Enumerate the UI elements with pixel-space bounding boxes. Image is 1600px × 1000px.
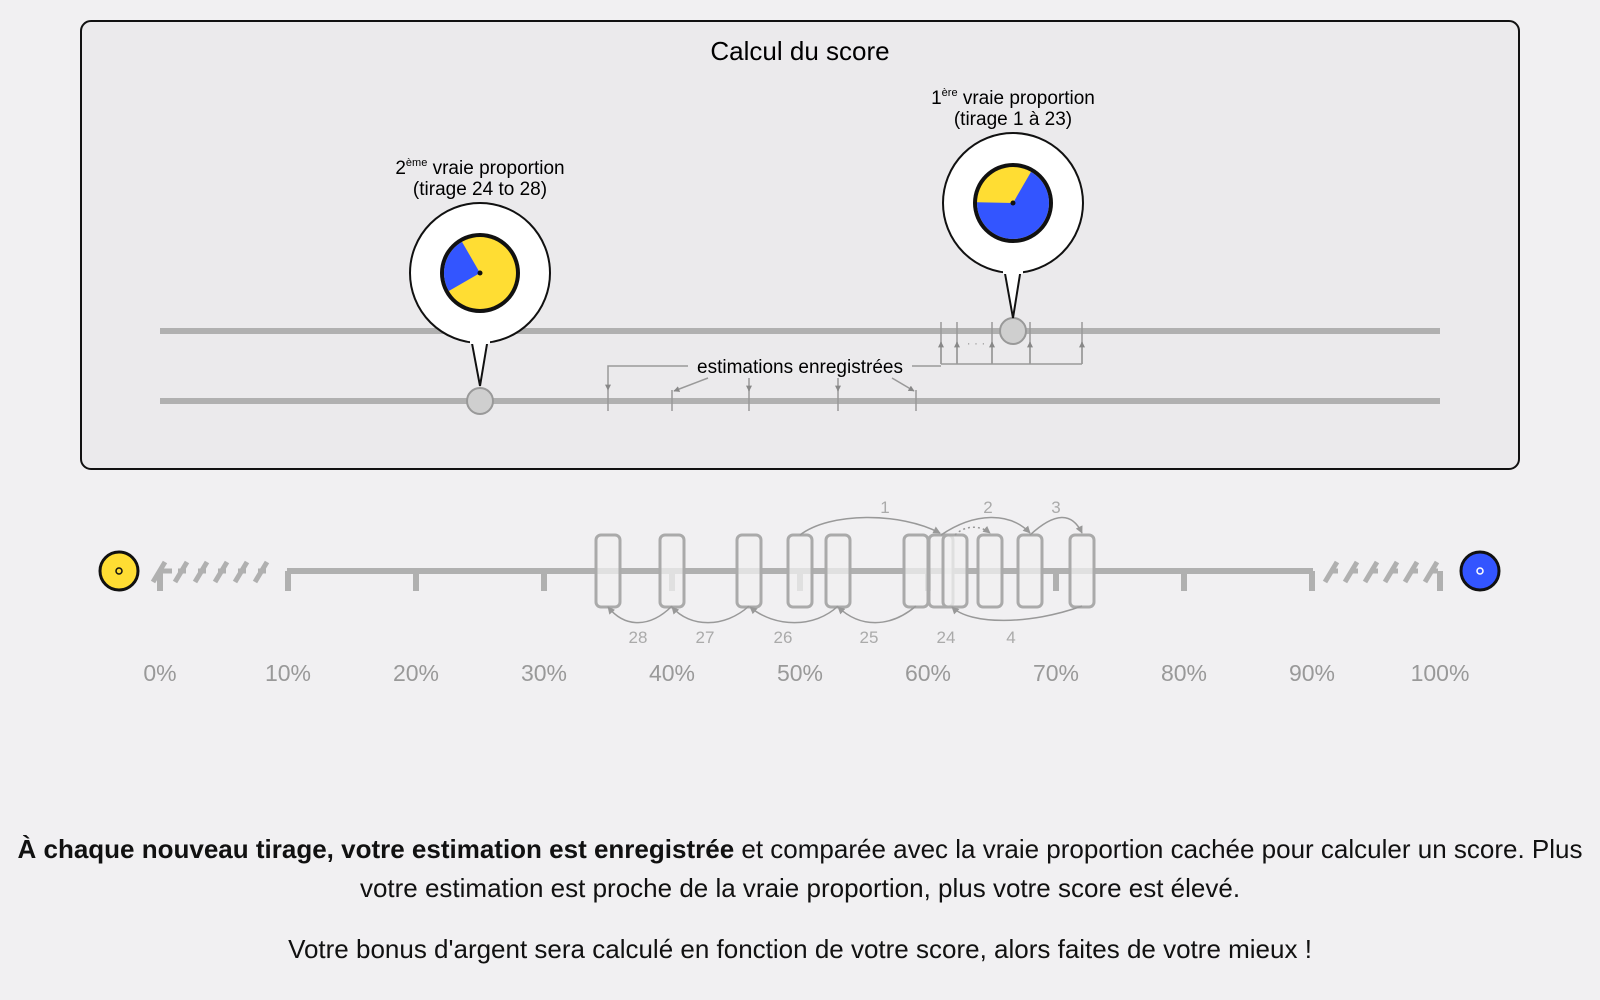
scale-tick-label: 80% bbox=[1161, 660, 1207, 686]
ellipsis-dots: · · · bbox=[967, 336, 986, 350]
first-bubble-title: 1ère vraie proportion bbox=[931, 87, 1095, 109]
arc-number-3: 3 bbox=[1051, 498, 1060, 517]
arc-number-26: 26 bbox=[774, 628, 793, 647]
arc-number-27: 27 bbox=[696, 628, 715, 647]
arc-number-24: 24 bbox=[937, 628, 956, 647]
blue-marble-icon bbox=[1459, 550, 1501, 592]
scale-tick-label: 70% bbox=[1033, 660, 1079, 686]
scale-tick-label: 100% bbox=[1411, 660, 1470, 686]
estimation-slider-handle bbox=[786, 533, 814, 609]
arc-number-1: 1 bbox=[880, 498, 889, 517]
estimation-slider-handle bbox=[735, 533, 763, 609]
yellow-marble-icon bbox=[98, 550, 140, 592]
estimation-slider-handle bbox=[941, 533, 969, 609]
second-proportion-bubble bbox=[409, 202, 551, 387]
estimation-slider-handle bbox=[1016, 533, 1044, 609]
estimation-sliders bbox=[594, 533, 1096, 609]
arc-number-25: 25 bbox=[860, 628, 879, 647]
second-true-proportion-marker bbox=[466, 387, 494, 415]
scale-tick-label: 40% bbox=[649, 660, 695, 686]
scale-right-hatch bbox=[1322, 560, 1440, 584]
estimation-slider-handle bbox=[1068, 533, 1096, 609]
scale-tick-label: 20% bbox=[393, 660, 439, 686]
arc-number-4: 4 bbox=[1006, 628, 1015, 647]
scale-tick-label: 10% bbox=[265, 660, 311, 686]
estimation-slider-handle bbox=[902, 533, 930, 609]
first-bubble-range: (tirage 1 à 23) bbox=[954, 109, 1072, 130]
first-line-estimation-ticks bbox=[938, 322, 1085, 365]
scale-tick-label: 0% bbox=[143, 660, 176, 686]
estimation-slider-handle bbox=[658, 533, 686, 609]
scale-tick-labels: 0% 10% 20% 30% 40% 50% 60% 70% 80% 90% 100% bbox=[143, 660, 1469, 686]
first-true-proportion-marker bbox=[999, 317, 1027, 345]
estimation-slider-handle bbox=[594, 533, 622, 609]
scale-tick-label: 60% bbox=[905, 660, 951, 686]
estimation-slider-handle bbox=[976, 533, 1004, 609]
second-line-estimation-ticks bbox=[605, 365, 941, 411]
estimation-arcs bbox=[607, 516, 1083, 624]
explanation-paragraph: À chaque nouveau tirage, votre estimatio… bbox=[0, 830, 1600, 908]
bonus-paragraph: Votre bonus d'argent sera calculé en fon… bbox=[288, 934, 1312, 964]
score-panel bbox=[80, 20, 1520, 470]
scale-tick-label: 30% bbox=[521, 660, 567, 686]
arc-number-28: 28 bbox=[629, 628, 648, 647]
arc-number-2: 2 bbox=[983, 498, 992, 517]
estimation-slider-handle bbox=[824, 533, 852, 609]
explanation-bold: À chaque nouveau tirage, votre estimatio… bbox=[17, 834, 735, 864]
estimations-label: estimations enregistrées bbox=[697, 357, 903, 378]
panel-title: Calcul du score bbox=[710, 36, 889, 66]
scale-tick-label: 90% bbox=[1289, 660, 1335, 686]
second-proportion-pie-blue bbox=[444, 241, 480, 291]
second-bubble-title: 2ème vraie proportion bbox=[395, 157, 564, 179]
second-bubble-range: (tirage 24 to 28) bbox=[413, 179, 547, 200]
scale-tick-label: 50% bbox=[777, 660, 823, 686]
scale-left-hatch bbox=[150, 560, 270, 584]
explanation-rest: et comparée avec la vraie proportion cac… bbox=[359, 834, 1583, 903]
first-proportion-bubble bbox=[942, 132, 1084, 319]
